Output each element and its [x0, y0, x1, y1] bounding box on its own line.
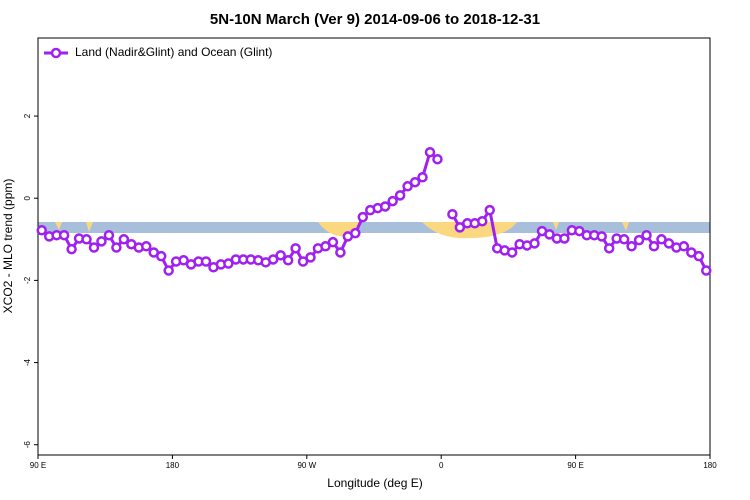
data-point	[678, 241, 690, 252]
data-point	[618, 234, 630, 245]
y-tick-label: -2	[23, 276, 32, 284]
data-point	[103, 229, 115, 241]
data-point	[357, 211, 369, 223]
x-tick-label: 0	[439, 461, 444, 470]
data-point	[282, 255, 294, 266]
data-point	[559, 233, 570, 244]
data-point	[663, 238, 675, 249]
data-point	[484, 204, 495, 216]
data-point	[305, 252, 316, 263]
y-tick-label: 0	[23, 195, 32, 200]
data-point	[223, 258, 234, 269]
data-point	[574, 225, 585, 237]
data-point	[320, 241, 331, 252]
data-point	[641, 229, 652, 241]
data-point	[387, 195, 398, 207]
data-point	[290, 243, 301, 254]
x-tick-label: 180	[166, 461, 180, 470]
y-tick-label: -6	[23, 441, 32, 449]
data-point	[701, 265, 712, 276]
data-point	[178, 255, 189, 266]
data-point	[603, 243, 615, 254]
x-tick-label: 90 W	[297, 461, 316, 470]
data-point	[447, 208, 458, 220]
data-point	[379, 201, 391, 212]
data-point	[394, 190, 406, 201]
data-point	[275, 250, 286, 261]
x-tick-label: 90 E	[30, 461, 46, 470]
data-point	[350, 227, 361, 239]
data-point	[506, 247, 518, 258]
data-point	[96, 236, 107, 247]
data-point	[626, 241, 637, 252]
data-point	[335, 247, 346, 258]
data-point	[402, 181, 413, 192]
legend-marker	[50, 47, 62, 59]
data-point	[81, 234, 92, 245]
data-point	[163, 265, 174, 276]
y-tick-label: -4	[23, 358, 32, 366]
data-point	[88, 242, 100, 253]
data-point	[693, 250, 705, 262]
data-point	[454, 222, 466, 233]
data-point	[633, 234, 645, 246]
x-tick-label: 90 E	[567, 461, 583, 470]
x-tick-label: 180	[703, 461, 717, 470]
data-point	[66, 243, 77, 255]
data-point	[648, 241, 660, 252]
data-point	[529, 238, 540, 249]
y-tick-label: 2	[23, 113, 32, 118]
legend: Land (Nadir&Glint) and Ocean (Glint)	[44, 45, 272, 59]
data-point	[58, 229, 70, 241]
data-point	[432, 153, 443, 165]
plot-frame	[37, 37, 711, 456]
map-band	[38, 222, 710, 239]
data-point	[36, 225, 47, 236]
data-point	[596, 231, 607, 242]
legend-label: Land (Nadir&Glint) and Ocean (Glint)	[75, 45, 272, 59]
data-point	[424, 146, 436, 158]
data-point	[544, 229, 555, 240]
data-point	[111, 242, 122, 253]
chart-title: 5N-10N March (Ver 9) 2014-09-06 to 2018-…	[210, 11, 540, 28]
data-point	[155, 250, 167, 262]
data-point	[417, 172, 428, 183]
data-point	[297, 256, 309, 267]
ocean-band	[38, 222, 710, 233]
data-point	[267, 254, 279, 265]
data-point	[477, 215, 488, 227]
data-point	[327, 236, 339, 248]
x-axis-label: Longitude (deg E)	[327, 476, 422, 490]
data-point	[141, 241, 152, 252]
data-point	[656, 234, 667, 245]
data-point	[200, 256, 212, 267]
data-point	[118, 234, 130, 245]
data-point	[409, 176, 421, 188]
y-axis-label: XCO2 - MLO trend (ppm)	[1, 179, 15, 314]
